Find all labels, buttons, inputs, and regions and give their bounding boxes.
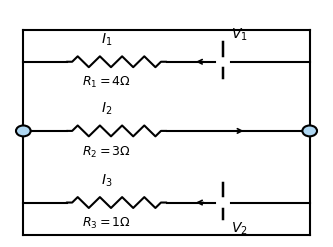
Text: $I_2$: $I_2$ xyxy=(101,101,112,117)
Text: $V_2$: $V_2$ xyxy=(231,221,248,237)
Text: $I_1$: $I_1$ xyxy=(101,32,112,48)
Text: $R_1 = 4\Omega$: $R_1 = 4\Omega$ xyxy=(82,75,131,90)
Circle shape xyxy=(302,125,317,136)
Text: $V_1$: $V_1$ xyxy=(231,27,248,43)
Text: $I_3$: $I_3$ xyxy=(101,173,112,189)
Circle shape xyxy=(16,125,31,136)
Text: $R_3 = 1\Omega$: $R_3 = 1\Omega$ xyxy=(82,216,131,231)
Text: $R_2 = 3\Omega$: $R_2 = 3\Omega$ xyxy=(82,144,131,160)
